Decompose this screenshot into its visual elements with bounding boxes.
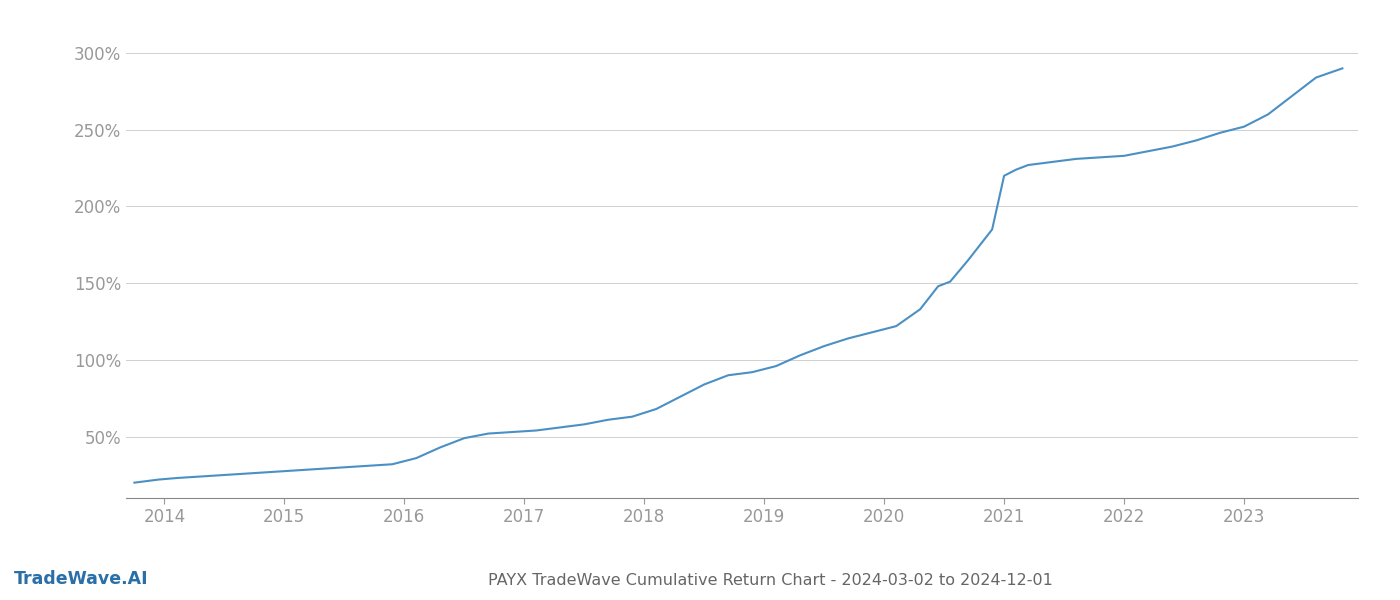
Text: TradeWave.AI: TradeWave.AI [14, 570, 148, 588]
Text: PAYX TradeWave Cumulative Return Chart - 2024-03-02 to 2024-12-01: PAYX TradeWave Cumulative Return Chart -… [487, 573, 1053, 588]
